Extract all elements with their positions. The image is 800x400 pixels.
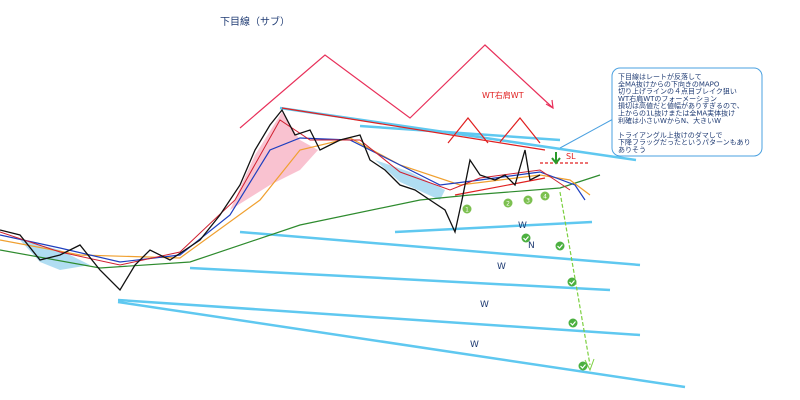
point-marker — [523, 195, 533, 205]
ma-short — [0, 119, 571, 266]
point-label: 4 — [543, 194, 547, 201]
note-line: WT右肩WTのフォーメーション — [618, 94, 717, 103]
zigzag — [239, 44, 590, 196]
target-label: W — [518, 221, 527, 231]
check-marker — [567, 277, 577, 287]
projection-head — [584, 358, 595, 372]
check-mark — [569, 280, 575, 285]
target-label: W — [470, 340, 479, 350]
point-marker — [462, 204, 472, 214]
target-label: W — [480, 300, 489, 310]
price — [0, 108, 541, 292]
point-label: 2 — [506, 201, 510, 208]
ma-fill — [230, 112, 318, 210]
point-label: 3 — [526, 198, 530, 205]
note-box — [611, 67, 763, 157]
note-line: 切り上げラインの４点目ブレイク狙い — [618, 87, 737, 96]
chart-title: 下目線（サブ） — [220, 15, 290, 28]
ma-fill — [375, 160, 445, 200]
sl-label: SL — [566, 152, 576, 161]
note-line: 全MA抜けからの下向きのMAPO — [618, 79, 720, 88]
sl-arrow — [551, 152, 561, 165]
note-line: トライアングル上抜けのダマしで — [618, 130, 723, 139]
check-mark — [523, 236, 529, 241]
note-line: ありそう — [618, 146, 646, 154]
trend-lines — [117, 106, 686, 389]
ma-long — [0, 174, 601, 269]
check-marker — [578, 361, 588, 371]
note-line: 下降フラッグだったというパターンもあり — [618, 138, 751, 147]
formation-label: WT右肩WT — [482, 90, 524, 100]
check-marker — [521, 233, 531, 243]
note-line: 下目線はレートが反落して — [618, 72, 702, 81]
check-mark — [580, 364, 586, 369]
target-label: W — [497, 262, 506, 272]
point-marker — [503, 198, 513, 208]
note-line: 損切は高値だと値幅がありすぎるので、 — [618, 101, 744, 110]
callout-pointer — [559, 117, 616, 149]
projection — [559, 191, 591, 366]
check-mark — [570, 321, 576, 326]
target-label: N — [528, 241, 535, 251]
ma-fast — [0, 137, 586, 263]
note-line: 利確は小さいWからN、大きいW — [618, 116, 721, 125]
point-label: 1 — [465, 207, 469, 214]
note-line: 上からの1L抜けまたは全MA実体抜け — [618, 109, 735, 118]
check-marker — [568, 318, 578, 328]
check-mark — [557, 244, 563, 249]
point-marker — [540, 191, 550, 201]
check-marker — [555, 241, 565, 251]
ma-mid — [0, 137, 591, 259]
